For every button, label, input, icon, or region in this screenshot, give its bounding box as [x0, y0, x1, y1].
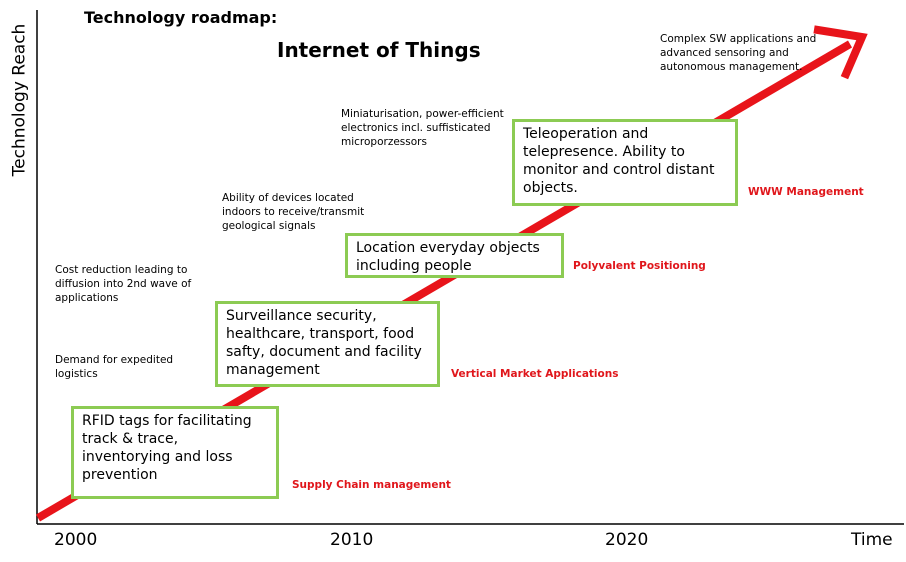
y-axis-label-container: Technology Reach	[6, 10, 32, 190]
stage-box-rfid: RFID tags for facilitating track & trace…	[71, 406, 279, 499]
driver-logistics: Demand for expedited logistics	[55, 354, 174, 380]
driver-miniaturisation: Miniaturisation, power-efficient electro…	[341, 108, 504, 148]
phase-label-supply-chain: Supply Chain management	[292, 479, 451, 491]
stage-box-teleoperation: Teleoperation and telepresence. Ability …	[512, 119, 738, 206]
phase-label-www: WWW Management	[748, 186, 864, 198]
x-tick-2020: 2020	[605, 530, 649, 550]
x-axis-label: Time	[851, 530, 893, 550]
y-axis-label: Technology Reach	[9, 23, 29, 177]
growth-arrow-head	[813, 25, 868, 80]
phase-label-vertical-market: Vertical Market Applications	[451, 368, 619, 380]
x-tick-2000: 2000	[54, 530, 98, 550]
roadmap-heading: Technology roadmap:	[84, 8, 278, 27]
x-tick-2010: 2010	[330, 530, 374, 550]
driver-indoor-signals: Ability of devices located indoors to re…	[222, 192, 365, 232]
phase-label-polyvalent: Polyvalent Positioning	[573, 260, 706, 272]
driver-cost-reduction: Cost reduction leading to diffusion into…	[55, 264, 192, 304]
diagram-title: Internet of Things	[277, 38, 481, 62]
stage-box-surveillance: Surveillance security, healthcare, trans…	[215, 301, 440, 387]
driver-complex-sw: Complex SW applications and advanced sen…	[660, 33, 817, 73]
stage-box-location: Location everyday objects including peop…	[345, 233, 564, 278]
